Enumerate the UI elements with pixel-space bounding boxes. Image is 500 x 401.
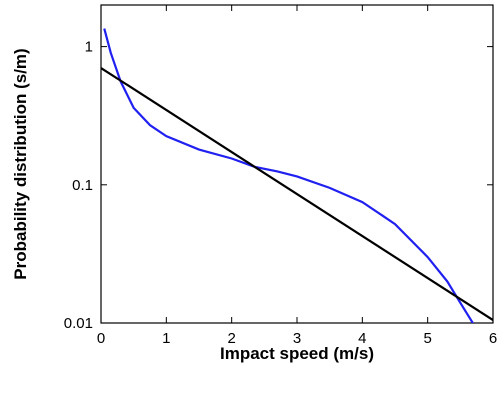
x-tick-label: 1 — [162, 330, 170, 347]
x-axis-title: Impact speed (m/s) — [220, 344, 374, 363]
x-tick-label: 2 — [227, 330, 235, 347]
x-tick-label: 4 — [358, 330, 366, 347]
y-axis-title: Probability distribution (s/m) — [11, 48, 30, 279]
plot-frame — [100, 4, 494, 324]
series-line — [103, 28, 475, 323]
x-tick-label: 0 — [97, 330, 105, 347]
y-tick-label: 0.1 — [72, 177, 93, 194]
y-tick-label: 0.01 — [64, 315, 93, 332]
series-line — [101, 67, 493, 321]
plot-area — [101, 28, 493, 323]
y-tick-label: 1 — [85, 39, 93, 56]
x-tick-label: 3 — [293, 330, 301, 347]
x-tick-label: 6 — [489, 330, 497, 347]
x-tick-label: 5 — [423, 330, 431, 347]
